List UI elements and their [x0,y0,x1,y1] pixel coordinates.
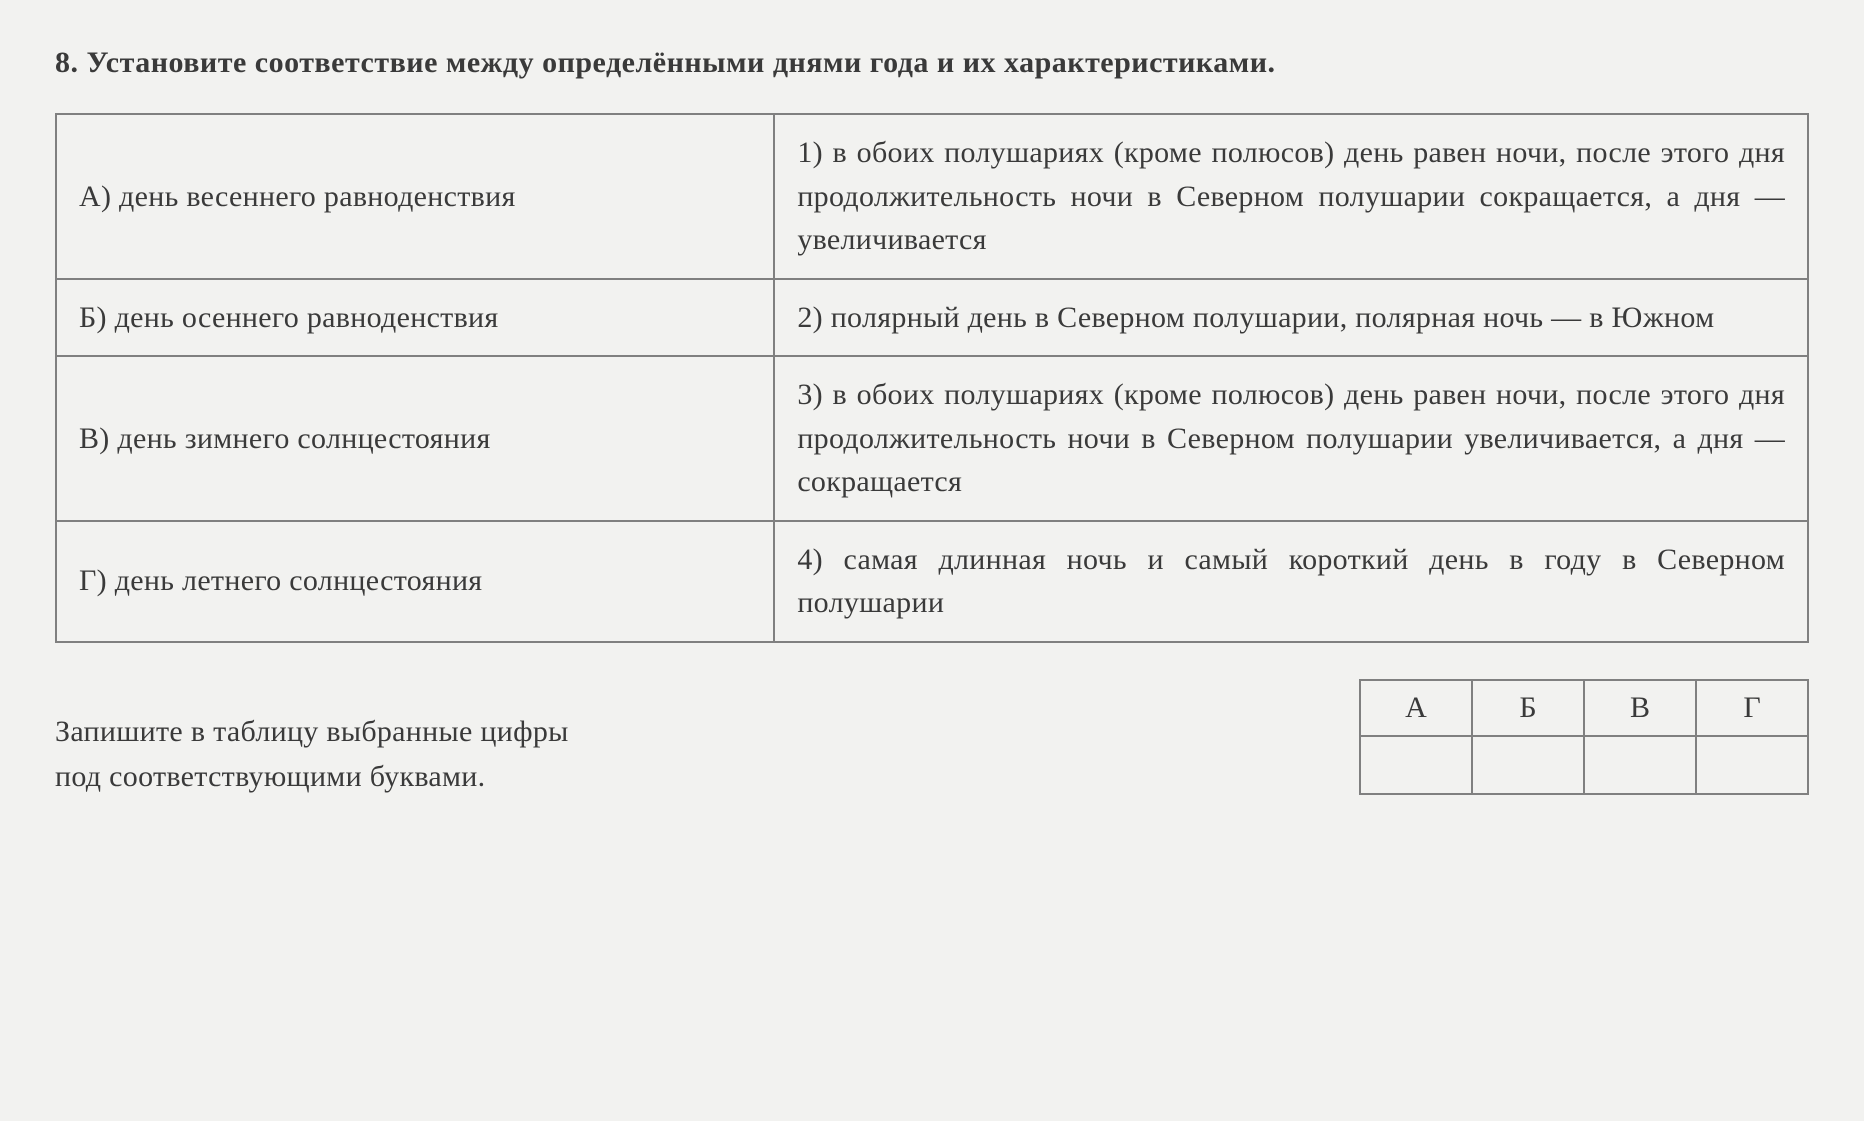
right-cell-2: 2) полярный день в Северном полушарии, п… [774,279,1808,357]
table-row: Б) день осеннего равноденствия 2) полярн… [56,279,1808,357]
answer-value-v[interactable] [1584,736,1696,794]
question-text: Установите соответствие между определённ… [87,46,1276,79]
bottom-section: Запишите в таблицу выбранные цифры под с… [55,679,1809,799]
answer-header-v: В [1584,680,1696,736]
left-cell-v: В) день зимнего солнцестояния [56,356,774,521]
left-cell-a: А) день весеннего равноденствия [56,114,774,279]
right-cell-4: 4) самая длинная ночь и самый короткий д… [774,521,1808,642]
answer-value-a[interactable] [1360,736,1472,794]
answer-value-b[interactable] [1472,736,1584,794]
matching-table: А) день весеннего равноденствия 1) в обо… [55,113,1809,643]
right-cell-3: 3) в обоих полушариях (кроме полюсов) де… [774,356,1808,521]
left-cell-g: Г) день летнего солнцестояния [56,521,774,642]
instruction-text: Запишите в таблицу выбранные цифры под с… [55,679,569,799]
instruction-line-2: под соответствующими буквами. [55,760,485,793]
table-row: А) день весеннего равноденствия 1) в обо… [56,114,1808,279]
right-cell-1: 1) в обоих полушариях (кроме полюсов) де… [774,114,1808,279]
question-header: 8. Установите соответствие между определ… [55,40,1809,85]
answer-header-a: А [1360,680,1472,736]
table-row: Г) день летнего солнцестояния 4) самая д… [56,521,1808,642]
left-cell-b: Б) день осеннего равноденствия [56,279,774,357]
table-row: В) день зимнего солнцестояния 3) в обоих… [56,356,1808,521]
answer-value-g[interactable] [1696,736,1808,794]
answer-table: А Б В Г [1359,679,1809,795]
answer-header-row: А Б В Г [1360,680,1808,736]
question-number: 8. [55,46,79,79]
answer-header-b: Б [1472,680,1584,736]
answer-header-g: Г [1696,680,1808,736]
instruction-line-1: Запишите в таблицу выбранные цифры [55,715,569,748]
answer-value-row [1360,736,1808,794]
